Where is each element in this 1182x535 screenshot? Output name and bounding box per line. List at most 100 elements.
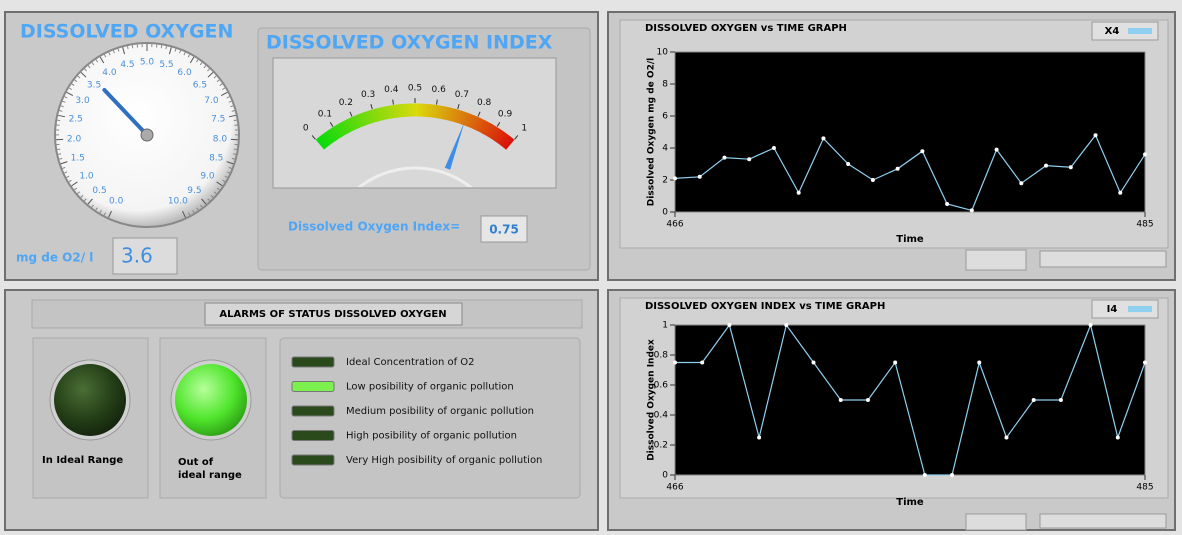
indicator-label: Very High posibility of organic pollutio… [346,455,542,466]
meter-band [434,105,441,119]
meter-band [379,106,386,121]
meter-tick [392,99,394,105]
dial-minor-tick [77,191,81,195]
dial-minor-tick [99,210,102,214]
meter-tick-label: 0.5 [408,84,422,94]
meter-tick [436,99,438,105]
dial-tick [71,181,78,187]
y-tick-label: 0.2 [654,441,668,451]
unit-label: mg de O2/ l [16,251,93,265]
point [1068,165,1073,170]
dial-tick-label: 1.5 [71,154,85,164]
meter-tick-label: 0.8 [477,98,492,108]
gauge-title: DISSOLVED OXYGEN [20,21,233,43]
point [722,155,727,160]
y-tick-label: 6 [662,112,668,122]
meter-band [441,106,448,120]
indicator-label: Medium posibility of organic pollution [346,406,534,417]
dial-minor-tick [62,166,66,169]
dial-minor-tick [232,153,237,155]
dial-minor-tick [222,179,226,183]
point [784,323,789,327]
indicator-label: High posibility of organic pollution [346,431,517,442]
point [969,208,974,213]
dial-tick-label: 7.5 [211,115,225,125]
point [994,147,999,152]
palette[interactable] [965,249,1027,271]
dial-minor-tick [183,52,186,56]
graph-title: DISSOLVED OXYGEN INDEX vs TIME GRAPH [645,301,885,312]
meter-band [484,123,494,137]
dial-tick [99,56,105,64]
scrollbar[interactable] [1039,250,1167,268]
meter-tick [514,135,519,140]
dial-minor-tick [188,212,191,216]
y-tick-label: 8 [662,80,668,90]
dial-minor-tick [108,52,111,56]
meter-band [500,135,512,148]
dial-tick-label: 5.5 [159,60,173,70]
y-axis-label: Dissolved Oxygen mg de O2/l [647,58,657,206]
point [895,166,900,171]
dial-minor-tick [64,96,68,99]
point [1118,190,1123,195]
meter-band [348,116,358,131]
meter-band [345,118,355,132]
meter-band [444,106,451,121]
dial-minor-tick [203,65,207,69]
indicator [291,356,335,368]
y-tick-label: 0.6 [654,381,669,391]
dial-tick [182,210,186,218]
dial-tick-label: 4.0 [102,68,117,78]
meter-arc [357,166,473,187]
scrollbar[interactable] [1039,513,1167,529]
point [1143,152,1147,157]
meter-band [315,137,327,150]
dial-minor-tick [112,50,115,54]
meter-band [336,123,346,137]
graph-tools [965,249,1167,531]
meter-tick [496,122,501,127]
meter-band [368,109,377,123]
dial-tick [220,91,228,97]
meter-band [472,116,482,131]
point [1088,323,1093,327]
meter-tick-label: 0.4 [384,85,399,95]
dial-minor-tick [83,198,87,202]
dial-minor-tick [179,50,182,54]
dial-minor-tick [207,68,210,72]
dial-tick [189,56,195,64]
meter-tick-label: 0.1 [318,109,332,119]
dial-minor-tick [64,171,68,174]
palette[interactable] [965,513,1027,531]
dial-tick [87,198,93,205]
point [1143,360,1147,365]
meter-band [375,107,383,122]
meter-band [342,119,352,134]
dial-tick [108,210,112,218]
dial-tick-label: 8.0 [213,134,228,144]
dial-tick-label: 9.5 [187,186,201,196]
index-readout-box [480,215,528,243]
meter-band [487,125,498,139]
graph-title: DISSOLVED OXYGEN vs TIME GRAPH [645,23,847,34]
meter-band [389,104,396,119]
meter-tick [349,111,353,117]
x-tick-label: 466 [666,483,683,493]
dial-minor-tick [210,194,214,198]
dial-tick [207,71,214,78]
meter-tick-label: 0.7 [455,90,469,100]
meter-tick-label: 0.9 [498,109,513,119]
meter-band [386,105,393,119]
dial-minor-tick [192,210,195,214]
dial-minor-tick [71,83,75,86]
point [747,157,752,162]
meter-band [447,107,455,122]
readout-value: 0.75 [489,223,519,237]
meter-band [318,135,330,148]
meter-tick [477,111,481,117]
readout-value: 3.6 [121,244,153,268]
indicator [291,405,335,417]
dial-minor-tick [60,105,64,108]
